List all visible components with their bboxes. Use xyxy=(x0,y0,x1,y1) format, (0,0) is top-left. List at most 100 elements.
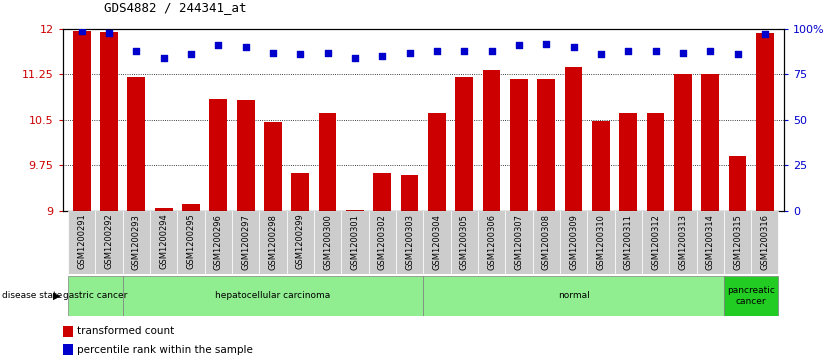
Bar xyxy=(63,344,73,355)
Text: GSM1200316: GSM1200316 xyxy=(761,214,769,270)
Bar xyxy=(620,113,637,211)
Bar xyxy=(369,211,396,274)
Text: GSM1200304: GSM1200304 xyxy=(432,214,441,270)
Point xyxy=(649,48,662,54)
Bar xyxy=(565,66,582,211)
Bar xyxy=(400,175,419,211)
Bar xyxy=(423,211,450,274)
Text: GSM1200293: GSM1200293 xyxy=(132,214,141,270)
Bar xyxy=(729,156,746,211)
Point xyxy=(266,50,279,56)
Point xyxy=(430,48,444,54)
Bar xyxy=(505,211,533,274)
Bar xyxy=(696,211,724,274)
Text: hepatocellular carcinoma: hepatocellular carcinoma xyxy=(215,291,330,300)
Bar xyxy=(346,210,364,211)
Point xyxy=(403,50,416,56)
Bar xyxy=(478,211,505,274)
Text: GSM1200312: GSM1200312 xyxy=(651,214,660,270)
Text: GSM1200310: GSM1200310 xyxy=(596,214,605,270)
Bar xyxy=(182,204,200,211)
Text: normal: normal xyxy=(558,291,590,300)
Bar xyxy=(428,113,446,211)
Bar xyxy=(483,70,500,211)
Bar xyxy=(587,211,615,274)
Bar xyxy=(68,276,123,316)
Bar xyxy=(291,173,309,211)
Bar xyxy=(155,208,173,211)
Point xyxy=(184,52,198,57)
Bar xyxy=(95,211,123,274)
Point xyxy=(239,44,253,50)
Text: GSM1200298: GSM1200298 xyxy=(269,214,278,270)
Bar xyxy=(123,276,423,316)
Bar xyxy=(150,211,178,274)
Point xyxy=(458,48,471,54)
Point xyxy=(321,50,334,56)
Text: GSM1200314: GSM1200314 xyxy=(706,214,715,270)
Bar xyxy=(287,211,314,274)
Point xyxy=(75,28,88,34)
Text: GSM1200305: GSM1200305 xyxy=(460,214,469,270)
Bar xyxy=(100,32,118,211)
Bar xyxy=(646,113,665,211)
Bar xyxy=(756,33,774,211)
Bar xyxy=(341,211,369,274)
Bar xyxy=(592,121,610,211)
Point xyxy=(676,50,690,56)
Point xyxy=(212,42,225,48)
Text: GSM1200308: GSM1200308 xyxy=(542,214,550,270)
Point xyxy=(349,55,362,61)
Bar xyxy=(423,276,724,316)
Bar xyxy=(68,211,95,274)
Text: GSM1200292: GSM1200292 xyxy=(104,214,113,269)
Point xyxy=(594,52,607,57)
Point xyxy=(540,41,553,46)
Point xyxy=(157,55,170,61)
Text: GSM1200294: GSM1200294 xyxy=(159,214,168,269)
Text: GSM1200300: GSM1200300 xyxy=(323,214,332,270)
Point xyxy=(758,32,771,37)
Bar xyxy=(178,211,204,274)
Point xyxy=(129,48,143,54)
Text: pancreatic
cancer: pancreatic cancer xyxy=(727,286,775,306)
Bar xyxy=(751,211,778,274)
Bar xyxy=(374,173,391,211)
Bar xyxy=(537,79,555,211)
Bar xyxy=(455,77,473,211)
Point xyxy=(485,48,498,54)
Bar xyxy=(560,211,587,274)
Bar xyxy=(642,211,669,274)
Text: GSM1200299: GSM1200299 xyxy=(296,214,304,269)
Bar xyxy=(123,211,150,274)
Text: GSM1200291: GSM1200291 xyxy=(78,214,86,269)
Text: GSM1200313: GSM1200313 xyxy=(678,214,687,270)
Bar xyxy=(237,101,254,211)
Bar xyxy=(669,211,696,274)
Text: GSM1200307: GSM1200307 xyxy=(515,214,524,270)
Bar xyxy=(264,122,282,211)
Point xyxy=(294,52,307,57)
Text: GSM1200295: GSM1200295 xyxy=(187,214,195,269)
Text: GSM1200297: GSM1200297 xyxy=(241,214,250,270)
Point xyxy=(512,42,525,48)
Bar xyxy=(674,74,691,211)
Text: GDS4882 / 244341_at: GDS4882 / 244341_at xyxy=(104,1,247,15)
Point xyxy=(704,48,717,54)
Text: GSM1200296: GSM1200296 xyxy=(214,214,223,270)
Bar xyxy=(615,211,642,274)
Bar xyxy=(724,276,778,316)
Bar xyxy=(204,211,232,274)
Bar xyxy=(63,326,73,337)
Text: GSM1200303: GSM1200303 xyxy=(405,214,414,270)
Text: GSM1200311: GSM1200311 xyxy=(624,214,633,270)
Text: GSM1200315: GSM1200315 xyxy=(733,214,742,270)
Point xyxy=(375,53,389,59)
Bar xyxy=(701,74,719,211)
Text: gastric cancer: gastric cancer xyxy=(63,291,128,300)
Bar xyxy=(73,31,91,211)
Bar xyxy=(232,211,259,274)
Point xyxy=(621,48,635,54)
Text: GSM1200306: GSM1200306 xyxy=(487,214,496,270)
Bar xyxy=(259,211,287,274)
